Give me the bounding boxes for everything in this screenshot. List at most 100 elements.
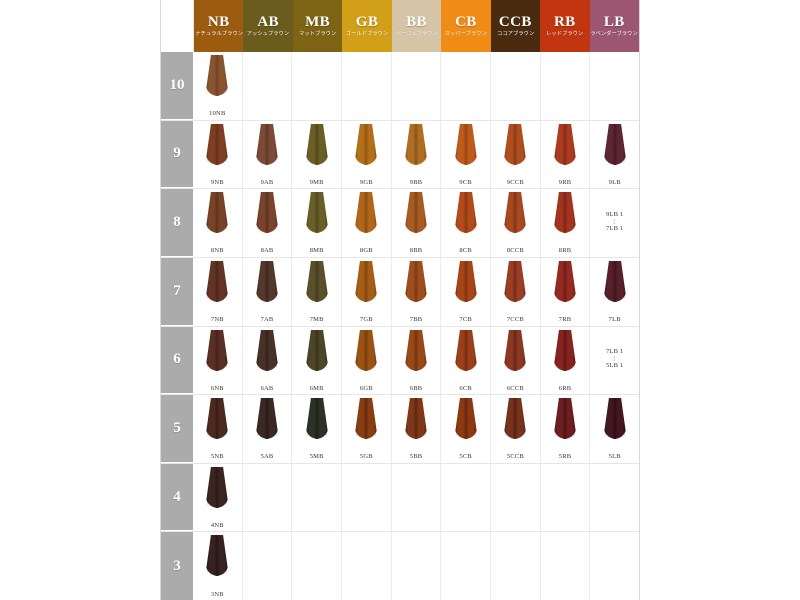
column-header-ccb[interactable]: CCB ココアブラウン [490,0,541,52]
swatch-cell-9-lb[interactable]: 9LB [590,120,640,189]
swatch-cell-7-mb[interactable]: 7MB [292,257,343,326]
column-header-mb[interactable]: MB マットブラウン [292,0,343,52]
hair-swatch-icon [248,192,286,238]
swatch-cell-9-mb[interactable]: 9MB [292,120,343,189]
swatch-label: 7RB [558,316,572,323]
swatch-cell-8-ccb[interactable]: 8CCB [491,189,541,257]
swatch-cell-7-bb[interactable]: 7BB [391,257,442,326]
swatch-label: 9NB [210,178,224,186]
swatch-cell-5-cb[interactable]: 5CB [441,395,492,463]
hair-swatch-icon [198,466,236,513]
swatch-cell-6-gb[interactable]: 6GB [342,326,392,395]
swatch-cell-9-ccb[interactable]: 9CCB [491,120,541,189]
swatch-cell-8-rb[interactable]: 8RB [540,189,591,257]
swatch-cell-8-ab[interactable]: 8AB [242,189,293,257]
column-header-nb[interactable]: NB ナチュラルブラウン [194,0,244,52]
swatch-cell-4-mb [292,463,343,532]
column-header-bb[interactable]: BB ベージュブラウン [391,0,442,52]
hair-swatch-wrap [441,189,490,255]
swatch-cell-3-nb[interactable]: 3NB [193,532,243,600]
swatch-cell-7-rb[interactable]: 7RB [540,257,591,326]
swatch-cell-7-ccb[interactable]: 7CCB [491,257,541,326]
hair-swatch-icon [198,123,236,170]
swatch-cell-4-nb[interactable]: 4NB [193,463,243,532]
chart-row-level-6: 6 6NB 6AB 6MB 6GB 6BB 6CB 6CCB 6RB 7LB 1 ∶ 5LB 1 [161,326,640,396]
swatch-cell-5-rb[interactable]: 5RB [540,395,591,463]
swatch-cell-8-lb[interactable]: 9LB 1 ∶ 7LB 1 [590,189,640,257]
hair-swatch-wrap [243,189,292,255]
swatch-label: 8BB [409,247,423,255]
swatch-cell-6-lb[interactable]: 7LB 1 ∶ 5LB 1 [590,326,640,395]
swatch-cell-9-cb[interactable]: 9CB [441,120,492,189]
swatch-cell-5-bb[interactable]: 5BB [391,395,442,463]
column-header-subtitle: マットブラウン [299,31,337,38]
swatch-cell-10-ccb [491,52,541,120]
swatch-cell-10-nb[interactable]: 10NB [193,52,243,120]
swatch-cell-8-nb[interactable]: 8NB [193,189,243,257]
column-header-code: RB [553,13,576,30]
swatch-cell-6-ccb[interactable]: 6CCB [491,326,541,395]
swatch-label: 9CB [459,178,472,186]
swatch-label: 8NB [210,247,224,255]
swatch-cell-5-ab[interactable]: 5AB [242,395,293,463]
column-header-subtitle: アッシュブラウン [246,31,290,38]
chart-row-level-8: 8 8NB 8AB 8MB 8GB 8BB 8CB 8CCB 8RB 9LB 1 ∶ 7LB 1 [161,189,640,258]
hair-swatch-icon [447,123,485,170]
hair-swatch-wrap [441,327,490,393]
hair-swatch-icon [496,192,534,238]
swatch-cell-5-lb[interactable]: 5LB [590,395,640,463]
swatch-cell-6-rb[interactable]: 6RB [540,326,591,395]
swatch-cell-7-ab[interactable]: 7AB [242,257,293,326]
swatch-cell-4-gb [342,463,392,532]
hair-swatch-icon [198,260,236,307]
column-header-rb[interactable]: RB レッドブラウン [540,0,590,52]
swatch-cell-9-gb[interactable]: 9GB [342,120,392,189]
column-header-subtitle: レッドブラウン [546,31,584,38]
header-corner-cell [161,0,194,52]
swatch-cell-5-nb[interactable]: 5NB [193,395,243,463]
swatch-cell-5-ccb[interactable]: 5CCB [491,395,541,463]
swatch-label: 9RB [558,178,572,186]
column-header-lb[interactable]: LB ラベンダーブラウン [589,0,639,52]
swatch-cell-7-cb[interactable]: 7CB [441,257,492,326]
hair-swatch-icon [546,123,584,170]
swatch-label: 8RB [558,247,572,255]
hair-swatch-wrap [392,327,441,393]
hair-swatch-wrap [342,121,391,187]
swatch-cell-7-gb[interactable]: 7GB [342,257,392,326]
swatch-cell-6-ab[interactable]: 6AB [242,326,293,395]
swatch-cell-8-mb[interactable]: 8MB [292,189,343,257]
swatch-label: 6CB [459,384,472,392]
hair-swatch-icon [546,192,584,238]
swatch-cell-6-nb[interactable]: 6NB [193,326,243,395]
swatch-cell-8-gb[interactable]: 8GB [342,189,392,257]
swatch-cell-8-cb[interactable]: 8CB [441,189,492,257]
hair-swatch-wrap [392,395,441,461]
swatch-cell-5-gb[interactable]: 5GB [342,395,392,463]
swatch-label: 7MB [309,316,324,323]
hair-swatch-icon [248,123,286,170]
column-header-cb[interactable]: CB カッパーブラウン [441,0,491,52]
swatch-cell-5-mb[interactable]: 5MB [292,395,343,463]
swatch-cell-7-nb[interactable]: 7NB [193,257,243,326]
swatch-cell-6-cb[interactable]: 6CB [441,326,492,395]
column-header-gb[interactable]: GB ゴールドブラウン [342,0,392,52]
hair-swatch-icon [198,192,236,238]
swatch-cell-8-bb[interactable]: 8BB [391,189,442,257]
column-header-ab[interactable]: AB アッシュブラウン [243,0,293,52]
swatch-cell-6-bb[interactable]: 6BB [391,326,442,395]
column-header-code: NB [207,13,230,30]
swatch-cell-9-nb[interactable]: 9NB [193,120,243,189]
level-label-4: 4 [161,463,193,532]
swatch-label: 5MB [309,453,324,461]
hair-swatch-wrap [342,327,391,393]
swatch-cell-9-rb[interactable]: 9RB [540,120,591,189]
swatch-cell-9-ab[interactable]: 9AB [242,120,293,189]
level-label-10: 10 [161,52,193,120]
swatch-cell-6-mb[interactable]: 6MB [292,326,343,395]
chart-body: 10 10NB 9 9NB 9AB 9MB 9GB 9BB 9CB 9CCB 9RB 9LB 8 8NB 8… [161,52,640,600]
swatch-cell-9-bb[interactable]: 9BB [391,120,442,189]
swatch-cell-4-lb [590,463,640,532]
swatch-cell-7-lb[interactable]: 7LB [590,257,640,326]
chart-row-level-7: 7 7NB 7AB 7MB 7GB 7BB 7CB 7CCB 7RB 7LB [161,257,640,327]
